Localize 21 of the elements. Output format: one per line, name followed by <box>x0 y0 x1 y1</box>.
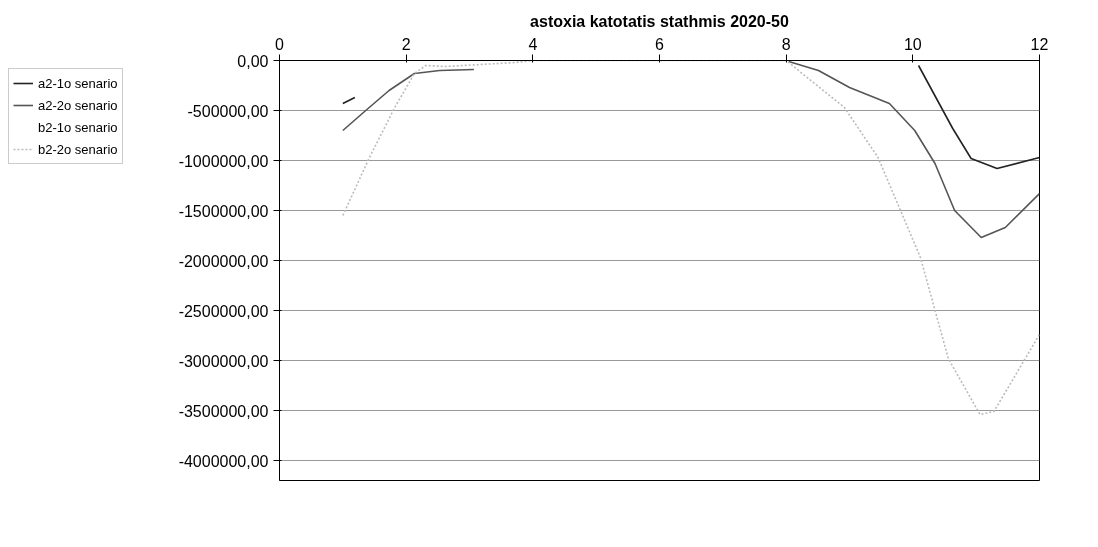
chart-title: astoxia katotatis stathmis 2020-50 <box>530 12 789 30</box>
y-tick-label: -4000000,00 <box>178 452 269 470</box>
y-tick-label: -2500000,00 <box>178 302 269 320</box>
y-tick-label: -2000000,00 <box>178 252 269 270</box>
y-tick-label: -500000,00 <box>187 102 269 120</box>
y-tick-label: -1000000,00 <box>178 152 269 170</box>
y-tick-label: -3500000,00 <box>178 402 269 420</box>
legend-label: a2-2o senario <box>38 96 118 115</box>
x-tick-label: 0 <box>275 35 285 53</box>
y-tick-label: -1500000,00 <box>178 202 269 220</box>
x-tick-label: 2 <box>401 35 411 53</box>
x-tick-label: 8 <box>781 35 791 53</box>
legend-label: a2-1o senario <box>38 74 118 93</box>
x-tick-label: 10 <box>903 35 922 53</box>
y-tick-label: 0,00 <box>237 52 269 70</box>
x-tick-label: 4 <box>528 35 538 53</box>
x-tick-label: 12 <box>1030 35 1049 53</box>
legend-label: b2-2o senario <box>38 140 118 159</box>
text: b2-1o senario <box>38 118 118 137</box>
y-tick-label: -3000000,00 <box>178 352 269 370</box>
x-tick-label: 6 <box>655 35 665 53</box>
